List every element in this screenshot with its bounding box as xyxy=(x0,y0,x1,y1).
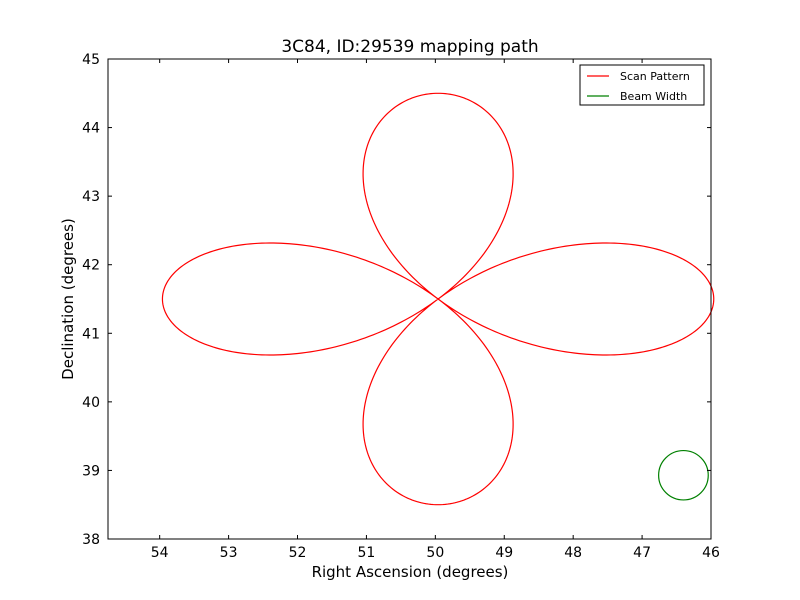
plot-area: 54 53 52 51 50 49 48 47 46 38 39 40 41 42 43 44 45 xyxy=(82,52,720,561)
legend-label-beam-width: Beam Width xyxy=(620,90,687,103)
x-tick-label: 48 xyxy=(564,545,582,561)
x-axis-label: Right Ascension (degrees) xyxy=(312,563,509,581)
y-tick-label: 38 xyxy=(82,532,100,548)
axes-frame xyxy=(107,58,712,540)
scan-pattern-line xyxy=(161,92,715,506)
x-tick-label: 53 xyxy=(220,545,238,561)
legend-label-scan-pattern: Scan Pattern xyxy=(620,70,690,83)
y-axis-label: Declination (degrees) xyxy=(59,218,77,380)
x-tick-label: 54 xyxy=(151,545,169,561)
y-tick-label: 44 xyxy=(82,121,100,137)
y-tick-label: 42 xyxy=(82,258,100,274)
x-tick-label: 52 xyxy=(289,545,307,561)
x-tick-label: 50 xyxy=(426,545,444,561)
legend: Scan Pattern Beam Width xyxy=(579,64,705,106)
y-tick-label: 45 xyxy=(82,52,100,68)
y-tick-label: 41 xyxy=(82,326,100,342)
x-tick-label: 49 xyxy=(495,545,513,561)
y-tick-label: 39 xyxy=(82,463,100,479)
y-tick-label: 43 xyxy=(82,189,100,205)
beam-width-circle xyxy=(658,449,709,501)
x-tick-label: 47 xyxy=(633,545,651,561)
chart-title: 3C84, ID:29539 mapping path xyxy=(281,37,538,57)
legend-box xyxy=(579,64,705,106)
y-tick-label: 40 xyxy=(82,395,100,411)
x-tick-label: 51 xyxy=(358,545,376,561)
x-tick-label: 46 xyxy=(702,545,720,561)
